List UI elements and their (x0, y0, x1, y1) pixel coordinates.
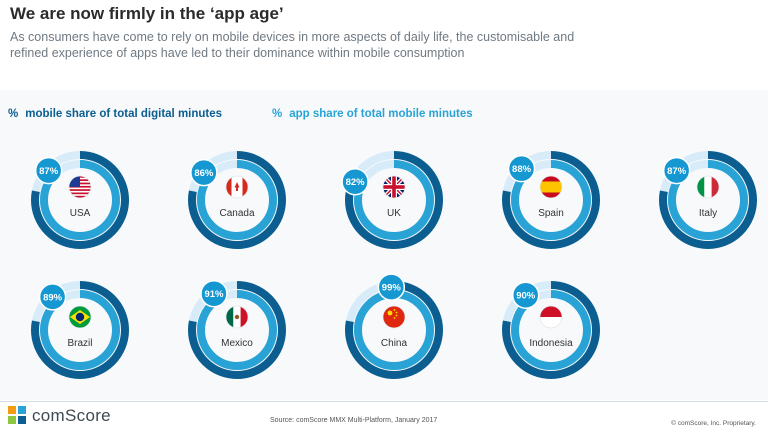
country-label: China (381, 338, 408, 349)
legend-mobile-label: mobile share of total digital minutes (25, 108, 223, 120)
mobile-share-ring (188, 151, 286, 249)
app-share-ring (40, 290, 120, 370)
legend-mobile-symbol: % (8, 108, 19, 120)
legend-mobile-share: % mobile share of total digital minutes (8, 108, 222, 120)
app-share-badge (507, 154, 536, 183)
legend-app-symbol: % (272, 108, 283, 120)
app-share-ring (511, 290, 591, 370)
comscore-logo-text: comScore (32, 406, 111, 425)
footer-divider (0, 401, 768, 402)
app-share-badge (190, 158, 218, 187)
mobile-share-ring (502, 151, 600, 249)
app-share-badge (38, 283, 67, 311)
app-share-ring (354, 290, 434, 370)
comscore-logo-icon (8, 406, 28, 426)
china-flag-icon (382, 305, 406, 329)
country-donut-brazil: Brazil 89% (31, 281, 129, 379)
country-label: UK (387, 208, 401, 219)
page-subtitle: As consumers have come to rely on mobile… (10, 30, 575, 60)
country-donut-mexico: Mexico 91% (188, 279, 286, 379)
app-share-ring (668, 160, 748, 240)
app-share-value: 89% (43, 292, 63, 303)
uk-flag-icon (382, 175, 406, 199)
app-share-badge (662, 156, 691, 185)
country-donut-spain: Spain 88% (502, 151, 600, 249)
country-label: Mexico (221, 338, 253, 349)
app-share-ring (40, 160, 120, 240)
app-share-value: 88% (512, 164, 532, 175)
app-share-badge (511, 281, 540, 309)
country-label: Indonesia (529, 338, 573, 349)
mobile-share-ring (188, 281, 286, 379)
app-share-badge (377, 273, 406, 301)
country-donut-uk: UK 82% (341, 151, 443, 249)
app-share-value: 82% (346, 177, 366, 188)
page-title: We are now firmly in the ‘app age’ (10, 4, 284, 23)
country-donut-canada: Canada 86% (188, 151, 286, 249)
mobile-share-ring (345, 151, 443, 249)
mobile-share-ring (659, 151, 757, 249)
legend-app-share: % app share of total mobile minutes (272, 108, 473, 120)
app-share-badge (341, 167, 369, 196)
mobile-share-ring (502, 281, 600, 379)
copyright-note: © comScore, Inc. Proprietary. (671, 420, 756, 427)
country-label: USA (70, 208, 91, 219)
app-share-ring (511, 160, 591, 240)
country-donut-indonesia: Indonesia 90% (502, 281, 600, 379)
comscore-logo: comScore (8, 406, 111, 426)
indonesia-flag-icon (539, 305, 563, 329)
app-share-value: 87% (39, 166, 59, 177)
legend-app-label: app share of total mobile minutes (289, 108, 473, 120)
app-share-value: 99% (382, 283, 402, 294)
app-share-value: 87% (667, 166, 687, 177)
app-share-ring (354, 160, 434, 240)
brazil-flag-icon (68, 305, 92, 329)
country-donut-usa: USA 87% (31, 151, 129, 249)
app-share-ring (197, 290, 277, 370)
app-share-ring (197, 160, 277, 240)
mobile-share-ring (31, 151, 129, 249)
country-label: Brazil (67, 338, 92, 349)
app-share-value: 86% (194, 168, 214, 179)
mexico-flag-icon (225, 305, 249, 329)
usa-flag-icon (68, 175, 92, 199)
country-donut-china: China 99% (345, 273, 443, 379)
app-share-badge (200, 279, 228, 308)
app-share-badge (34, 156, 63, 185)
country-label: Spain (538, 208, 564, 219)
canada-flag-icon (225, 175, 249, 199)
country-label: Canada (219, 208, 254, 219)
spain-flag-icon (539, 175, 563, 199)
mobile-share-ring (31, 281, 129, 379)
country-label: Italy (699, 208, 717, 219)
source-note: Source: comScore MMX Multi-Platform, Jan… (270, 417, 438, 424)
italy-flag-icon (696, 175, 720, 199)
app-share-value: 90% (516, 291, 536, 302)
country-donut-italy: Italy 87% (659, 151, 757, 249)
app-share-value: 91% (204, 289, 224, 300)
